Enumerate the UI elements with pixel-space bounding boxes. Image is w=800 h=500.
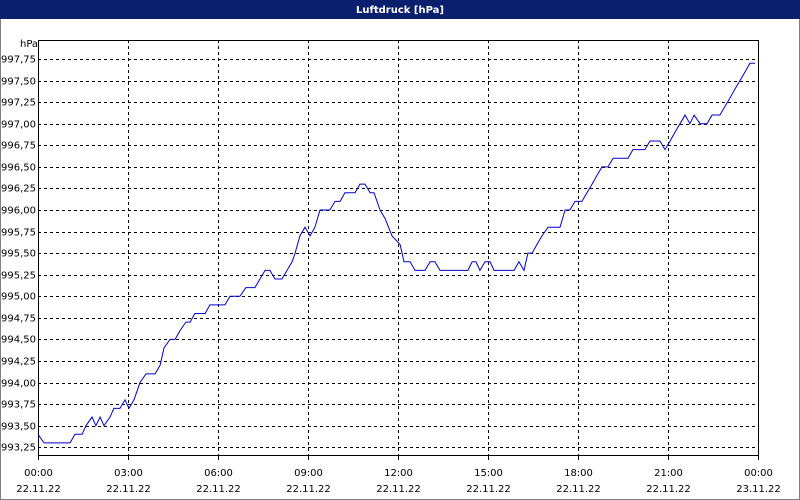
x-tick-date: 22.11.22 — [286, 484, 331, 495]
x-tick-date: 22.11.22 — [466, 484, 511, 495]
y-tick-label: 996,75 — [1, 141, 36, 152]
x-tick-label: 21:00 — [654, 468, 683, 479]
y-tick-label: 993,25 — [1, 443, 36, 454]
x-tick-label: 06:00 — [204, 468, 233, 479]
y-tick-label: 994,75 — [1, 314, 36, 325]
y-tick-label: 997,25 — [1, 98, 36, 109]
plot-frame — [38, 40, 759, 456]
x-tick-date: 22.11.22 — [16, 484, 61, 495]
y-tick-label: 996,00 — [1, 206, 36, 217]
x-tick-label: 03:00 — [114, 468, 143, 479]
y-tick-label: 997,75 — [1, 55, 36, 66]
y-tick-label: 997,00 — [1, 120, 36, 131]
x-tick-label: 00:00 — [24, 468, 53, 479]
x-tick-label: 15:00 — [474, 468, 503, 479]
data-line — [37, 62, 755, 444]
x-tick-label: 00:00 — [744, 468, 773, 479]
y-unit-label: hPa — [20, 39, 38, 50]
x-tick-label: 09:00 — [294, 468, 323, 479]
chart-title: Luftdruck [hPa] — [356, 5, 444, 16]
x-tick-date: 22.11.22 — [376, 484, 421, 495]
y-tick-label: 995,25 — [1, 271, 36, 282]
y-tick-label: 994,00 — [1, 379, 36, 390]
y-tick-label: 993,50 — [1, 422, 36, 433]
x-tick-date: 22.11.22 — [196, 484, 241, 495]
x-tick-date: 22.11.22 — [106, 484, 151, 495]
y-tick-label: 993,75 — [1, 400, 36, 411]
y-tick-label: 995,50 — [1, 249, 36, 260]
title-bar — [0, 0, 800, 19]
y-tick-label: 994,50 — [1, 335, 36, 346]
y-tick-label: 995,00 — [1, 292, 36, 303]
x-tick-label: 12:00 — [384, 468, 413, 479]
x-tick-date: 22.11.22 — [556, 484, 601, 495]
y-tick-label: 997,50 — [1, 77, 36, 88]
y-tick-label: 996,25 — [1, 184, 36, 195]
x-tick-label: 18:00 — [564, 468, 593, 479]
y-tick-label: 995,75 — [1, 228, 36, 239]
y-tick-label: 996,50 — [1, 163, 36, 174]
x-tick-date: 22.11.22 — [646, 484, 691, 495]
x-tick-date: 23.11.22 — [736, 484, 781, 495]
y-tick-label: 994,25 — [1, 357, 36, 368]
